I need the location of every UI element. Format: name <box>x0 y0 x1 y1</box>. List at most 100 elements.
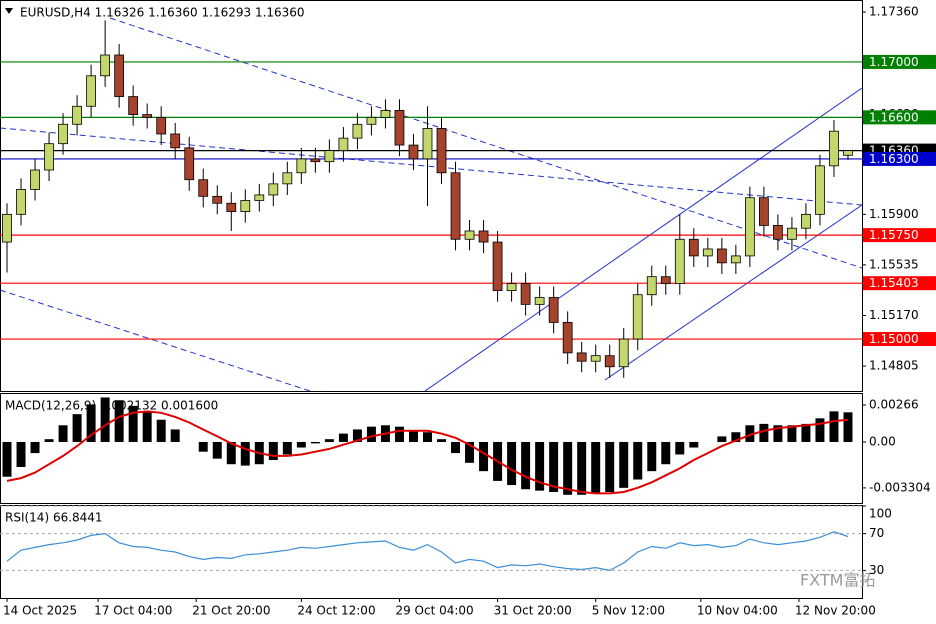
candle-body <box>576 352 587 362</box>
candle-body <box>646 276 657 296</box>
candle-body <box>226 202 237 212</box>
histogram-bar <box>352 429 362 442</box>
channel-line <box>424 87 862 391</box>
x-tick-label: 31 Oct 20:00 <box>494 604 572 618</box>
x-tick-label: 21 Oct 20:00 <box>192 604 270 618</box>
y-tick-label: 0.00 <box>869 434 896 448</box>
candle-body <box>72 105 82 125</box>
histogram-bar <box>324 439 334 442</box>
histogram-bar <box>58 425 68 442</box>
candle-body <box>58 123 68 145</box>
candle-body <box>366 116 377 125</box>
histogram-bar <box>801 423 811 442</box>
candle-body <box>394 110 405 146</box>
histogram-bar <box>72 414 82 442</box>
level-label-box <box>863 332 936 347</box>
histogram-bar <box>591 441 601 494</box>
histogram-bar <box>366 426 376 442</box>
histogram-bar <box>745 425 755 442</box>
level-label: 1.15000 <box>869 332 919 346</box>
candle-body <box>142 114 153 118</box>
candle-body <box>632 294 643 340</box>
histogram-bar <box>296 441 306 448</box>
candle-body <box>492 241 503 291</box>
histogram-bar <box>226 441 236 465</box>
candle-body <box>548 297 559 323</box>
candle-body <box>380 110 391 118</box>
candle-body <box>254 194 265 201</box>
histogram-bar <box>647 441 657 472</box>
histogram-bar <box>661 441 671 465</box>
histogram-bar <box>549 441 559 493</box>
histogram-bar <box>240 441 250 466</box>
x-tick-label: 12 Nov 20:00 <box>795 604 876 618</box>
candle-body <box>198 179 209 197</box>
candle-body <box>128 96 139 115</box>
histogram-bar <box>465 441 475 463</box>
histogram-bar <box>577 441 587 495</box>
level-label-box <box>863 228 936 243</box>
level-label: 1.16600 <box>869 110 919 124</box>
candle-body <box>268 183 279 196</box>
candle-body <box>464 230 475 240</box>
histogram-bar <box>310 441 320 444</box>
y-tick-label: 1.15900 <box>869 207 919 221</box>
histogram-bar <box>843 412 853 442</box>
watermark: FXTM富拓 <box>800 571 875 590</box>
histogram-bar <box>773 425 783 442</box>
histogram-bar <box>30 441 40 454</box>
histogram-bar <box>815 418 825 442</box>
channel-line <box>604 204 862 381</box>
candle-body <box>829 130 839 167</box>
candle-body <box>562 322 573 354</box>
candle-body <box>30 169 40 190</box>
histogram-bar <box>268 441 278 461</box>
candle-body <box>114 54 125 97</box>
histogram-bar <box>689 441 699 448</box>
rsi-line <box>6 531 849 572</box>
candle-body <box>534 297 545 305</box>
level-label: 1.15750 <box>869 228 919 242</box>
candle-body <box>618 338 629 368</box>
candle-body <box>184 147 195 181</box>
histogram-bar <box>829 411 839 442</box>
candle-body <box>44 143 54 171</box>
menu-arrow <box>5 8 13 14</box>
histogram-bar <box>408 430 418 442</box>
candle-body <box>730 255 741 264</box>
histogram-bar <box>212 441 222 459</box>
signal-line <box>6 410 849 495</box>
x-tick-label: 5 Nov 12:00 <box>592 604 665 618</box>
y-tick-label: 1.15170 <box>869 308 919 322</box>
candle-body <box>590 355 601 362</box>
candle-body <box>310 158 321 163</box>
chart-title: EURUSD,H4 1.16326 1.16360 1.16293 1.1636… <box>20 6 305 20</box>
histogram-bar <box>170 429 180 442</box>
candle-body <box>16 189 26 215</box>
candle-body <box>773 225 783 240</box>
level-label: 1.16300 <box>869 152 919 166</box>
candle-body <box>759 197 769 226</box>
histogram-bar <box>507 441 517 486</box>
y-tick-label: 30 <box>869 563 884 577</box>
candle-body <box>212 195 223 204</box>
candle-body <box>604 355 615 368</box>
histogram-bar <box>128 405 138 442</box>
histogram-bar <box>44 439 54 442</box>
y-tick-label: 1.14805 <box>869 359 919 373</box>
histogram-bar <box>86 404 96 442</box>
candle-body <box>156 116 167 135</box>
histogram-bar <box>437 439 446 442</box>
trendline <box>0 289 311 391</box>
candle-body <box>787 227 797 240</box>
x-tick-label: 10 Nov 04:00 <box>697 604 778 618</box>
y-tick-label: 70 <box>869 526 884 540</box>
histogram-bar <box>394 426 404 442</box>
candle-body <box>296 158 307 174</box>
level-label: 1.17000 <box>869 55 919 69</box>
candle-body <box>843 150 853 156</box>
candle-body <box>100 54 111 77</box>
histogram-bar <box>451 441 461 454</box>
candle-body <box>716 248 727 264</box>
